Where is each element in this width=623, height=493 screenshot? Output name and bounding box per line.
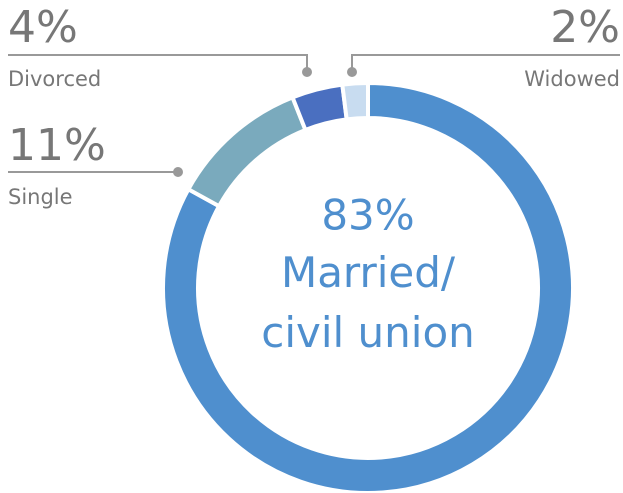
donut-segment — [340, 80, 370, 122]
category-label: Widowed — [524, 67, 620, 91]
center-category-label: Married/civil union — [261, 248, 475, 357]
leader-dot — [347, 67, 357, 77]
category-label: Single — [8, 185, 73, 209]
value-label: 11% — [8, 120, 106, 171]
value-label: 2% — [550, 2, 620, 53]
leader-dot — [173, 167, 183, 177]
category-label: Divorced — [8, 67, 101, 91]
donut-segment — [185, 94, 309, 209]
donut-segment — [289, 82, 349, 133]
donut-segment — [161, 80, 575, 493]
value-label: 4% — [8, 2, 78, 53]
leader-dot — [302, 67, 312, 77]
leader-line — [351, 54, 620, 72]
center-value-label: 83% — [321, 191, 414, 240]
leader-line — [8, 54, 308, 72]
